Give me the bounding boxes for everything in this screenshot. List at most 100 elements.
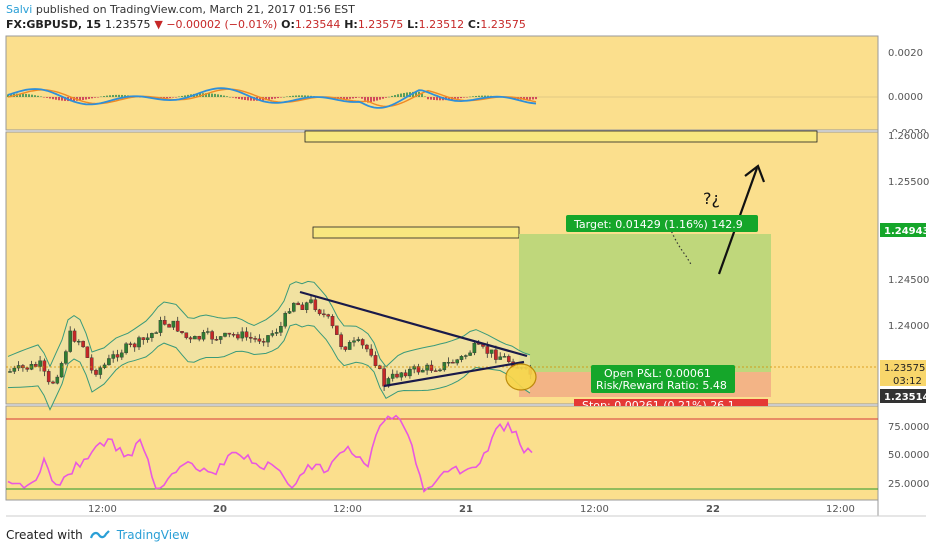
candle[interactable] <box>8 371 12 373</box>
highlight-circle[interactable] <box>505 363 537 391</box>
candle[interactable] <box>335 325 339 335</box>
candle[interactable] <box>119 352 124 358</box>
candle[interactable] <box>72 330 77 342</box>
candle[interactable] <box>390 373 395 379</box>
candle[interactable] <box>356 339 361 341</box>
candle[interactable] <box>283 312 288 327</box>
candle[interactable] <box>330 316 335 327</box>
candle[interactable] <box>313 299 318 310</box>
candle[interactable] <box>201 332 206 340</box>
candle[interactable] <box>347 342 352 350</box>
candle[interactable] <box>429 364 434 371</box>
candle[interactable] <box>55 376 60 384</box>
candle[interactable] <box>464 355 468 357</box>
candle[interactable] <box>322 313 326 316</box>
candle[interactable] <box>210 331 214 340</box>
candle[interactable] <box>218 336 223 340</box>
candle[interactable] <box>360 339 365 346</box>
target-zone[interactable] <box>519 234 771 372</box>
candle[interactable] <box>494 349 498 360</box>
pnl-label-box[interactable] <box>591 365 735 393</box>
candle[interactable] <box>451 362 455 364</box>
candle[interactable] <box>158 320 163 333</box>
candle[interactable] <box>382 368 386 387</box>
candle[interactable] <box>304 302 309 310</box>
candle[interactable] <box>98 367 103 375</box>
candle[interactable] <box>25 367 30 370</box>
candle[interactable] <box>171 320 176 328</box>
candle[interactable] <box>175 320 180 332</box>
candle[interactable] <box>180 331 184 333</box>
candle[interactable] <box>425 364 429 371</box>
candle[interactable] <box>94 370 98 375</box>
candle[interactable] <box>193 336 197 340</box>
candle[interactable] <box>132 343 137 348</box>
candle[interactable] <box>150 333 154 338</box>
candle[interactable] <box>399 372 404 378</box>
candle[interactable] <box>373 355 378 366</box>
candle[interactable] <box>309 299 313 303</box>
candle[interactable] <box>167 324 171 328</box>
candle[interactable] <box>81 340 85 348</box>
candle[interactable] <box>102 364 107 369</box>
candle[interactable] <box>197 336 202 340</box>
candle[interactable] <box>261 341 266 343</box>
candle[interactable] <box>507 356 511 362</box>
candle[interactable] <box>279 326 283 333</box>
candle[interactable] <box>141 337 146 340</box>
candle[interactable] <box>468 352 472 356</box>
candle[interactable] <box>300 304 305 310</box>
candle[interactable] <box>64 351 68 364</box>
stop-label-box[interactable] <box>574 399 768 406</box>
candle[interactable] <box>240 331 245 339</box>
candle[interactable] <box>287 311 292 314</box>
candle[interactable] <box>236 334 240 339</box>
candle[interactable] <box>433 370 438 372</box>
resistance-zone-lower[interactable] <box>312 226 520 239</box>
candle[interactable] <box>326 314 331 317</box>
candle[interactable] <box>124 343 128 354</box>
candle[interactable] <box>253 338 257 340</box>
candle[interactable] <box>416 366 421 373</box>
candle[interactable] <box>498 356 503 360</box>
candle[interactable] <box>111 354 115 359</box>
candle[interactable] <box>115 354 120 358</box>
candle[interactable] <box>455 359 460 364</box>
macd-panel[interactable] <box>5 35 879 131</box>
candle[interactable] <box>162 320 167 325</box>
candle[interactable] <box>51 381 55 384</box>
rsi-panel[interactable] <box>5 405 879 501</box>
candle[interactable] <box>244 331 249 338</box>
candle[interactable] <box>231 334 236 336</box>
target-label-box[interactable] <box>566 215 758 232</box>
candle[interactable] <box>89 357 94 371</box>
candle[interactable] <box>42 360 47 372</box>
candle[interactable] <box>296 302 300 306</box>
chart-canvas[interactable]: ?¿ Target: 0.01429 (1.16%) 142.9 Open P&… <box>0 34 932 524</box>
candle[interactable] <box>205 331 210 333</box>
candle[interactable] <box>188 337 193 340</box>
candle[interactable] <box>403 372 408 377</box>
candle[interactable] <box>421 370 425 373</box>
candle[interactable] <box>292 302 296 312</box>
candle[interactable] <box>214 339 219 341</box>
resistance-zone-upper[interactable] <box>304 130 818 143</box>
candle[interactable] <box>352 340 356 343</box>
candle[interactable] <box>485 346 490 354</box>
candle[interactable] <box>270 333 275 336</box>
candle[interactable] <box>248 336 253 339</box>
candle[interactable] <box>489 349 494 354</box>
trendline-lower[interactable] <box>383 360 525 388</box>
candle[interactable] <box>412 366 417 370</box>
candle[interactable] <box>46 371 51 383</box>
candle[interactable] <box>227 332 232 335</box>
candle[interactable] <box>343 346 348 350</box>
candle[interactable] <box>274 332 279 334</box>
candle[interactable] <box>128 343 133 345</box>
candle[interactable] <box>502 356 507 358</box>
candle[interactable] <box>438 369 442 372</box>
candle[interactable] <box>38 360 42 367</box>
candle[interactable] <box>85 346 90 358</box>
candle[interactable] <box>317 309 322 315</box>
candle[interactable] <box>459 356 464 360</box>
